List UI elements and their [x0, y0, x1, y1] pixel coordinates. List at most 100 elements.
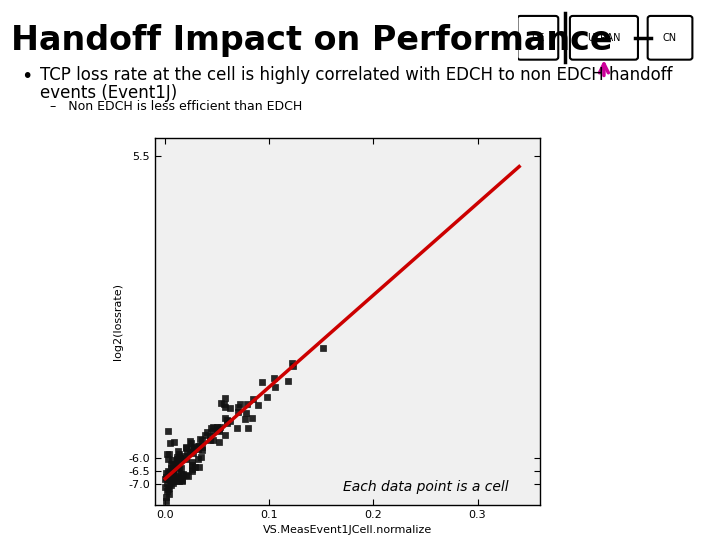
FancyBboxPatch shape [570, 16, 638, 59]
Point [163, 475, 175, 483]
Point [188, 444, 199, 453]
Point [202, 428, 213, 436]
Point [168, 437, 180, 446]
Point [167, 464, 179, 473]
Point [199, 430, 210, 439]
Point [186, 461, 198, 470]
Point [167, 470, 179, 479]
Point [170, 476, 181, 485]
Point [161, 469, 172, 478]
X-axis label: VS.MeasEvent1JCell.normalize: VS.MeasEvent1JCell.normalize [263, 525, 432, 535]
Point [214, 422, 225, 431]
Point [233, 408, 244, 416]
Y-axis label: log2(lossrate): log2(lossrate) [112, 283, 122, 360]
Point [161, 496, 172, 505]
Point [162, 467, 174, 475]
Point [189, 463, 201, 471]
Point [246, 414, 258, 423]
Point [220, 414, 231, 422]
FancyBboxPatch shape [518, 16, 558, 59]
Text: Each data point is a cell: Each data point is a cell [343, 480, 508, 494]
Point [173, 465, 184, 474]
Point [180, 443, 192, 451]
Point [181, 470, 192, 479]
Point [172, 457, 184, 465]
Point [194, 463, 205, 471]
Point [172, 455, 184, 463]
Point [204, 436, 216, 444]
Point [207, 427, 219, 435]
Point [166, 455, 177, 464]
Point [163, 484, 175, 493]
Point [287, 362, 299, 371]
Point [161, 473, 172, 482]
Point [173, 477, 184, 485]
Point [282, 377, 294, 386]
Point [162, 475, 174, 483]
Point [163, 490, 175, 498]
Point [207, 423, 219, 431]
Point [184, 448, 196, 456]
FancyBboxPatch shape [648, 16, 693, 59]
Text: UTRAN: UTRAN [588, 33, 621, 43]
Point [173, 472, 184, 481]
Text: Handoff Impact on Performance: Handoff Impact on Performance [11, 24, 612, 57]
Point [174, 454, 185, 463]
Point [194, 435, 205, 443]
Point [205, 424, 217, 433]
Point [174, 474, 186, 483]
Point [241, 399, 253, 408]
Point [261, 392, 273, 401]
Point [256, 378, 268, 387]
Point [164, 476, 176, 484]
Point [186, 443, 197, 452]
Point [169, 460, 181, 469]
Point [168, 479, 179, 488]
Point [160, 483, 171, 491]
Point [219, 431, 230, 440]
Point [213, 425, 225, 434]
Point [183, 472, 194, 481]
Text: CN: CN [663, 33, 677, 43]
Point [186, 467, 198, 475]
Point [184, 437, 196, 445]
Point [231, 424, 243, 433]
Point [164, 468, 176, 476]
Point [167, 470, 179, 479]
Point [167, 462, 179, 470]
Point [186, 464, 198, 473]
Point [252, 401, 264, 409]
Point [174, 453, 185, 462]
Point [242, 424, 253, 433]
Point [166, 468, 178, 476]
Point [192, 444, 204, 453]
Point [172, 447, 184, 455]
Point [215, 399, 227, 408]
Point [180, 443, 192, 452]
Point [161, 479, 173, 488]
Point [173, 463, 184, 472]
Text: events (Event1J): events (Event1J) [40, 84, 177, 102]
Point [318, 344, 329, 353]
Point [166, 464, 177, 473]
Point [193, 442, 204, 450]
Point [234, 400, 246, 408]
Point [161, 492, 172, 501]
Point [213, 437, 225, 446]
Point [193, 455, 204, 463]
Point [180, 455, 192, 463]
Point [174, 449, 185, 458]
Point [161, 450, 173, 459]
Point [268, 373, 279, 382]
Point [207, 436, 219, 445]
Point [212, 426, 223, 435]
Point [269, 383, 281, 391]
Point [204, 431, 216, 440]
Point [162, 485, 174, 494]
Point [185, 439, 197, 448]
Point [186, 458, 197, 467]
Point [161, 487, 173, 496]
Point [171, 462, 182, 470]
Text: UE: UE [531, 33, 544, 43]
Point [189, 443, 200, 451]
